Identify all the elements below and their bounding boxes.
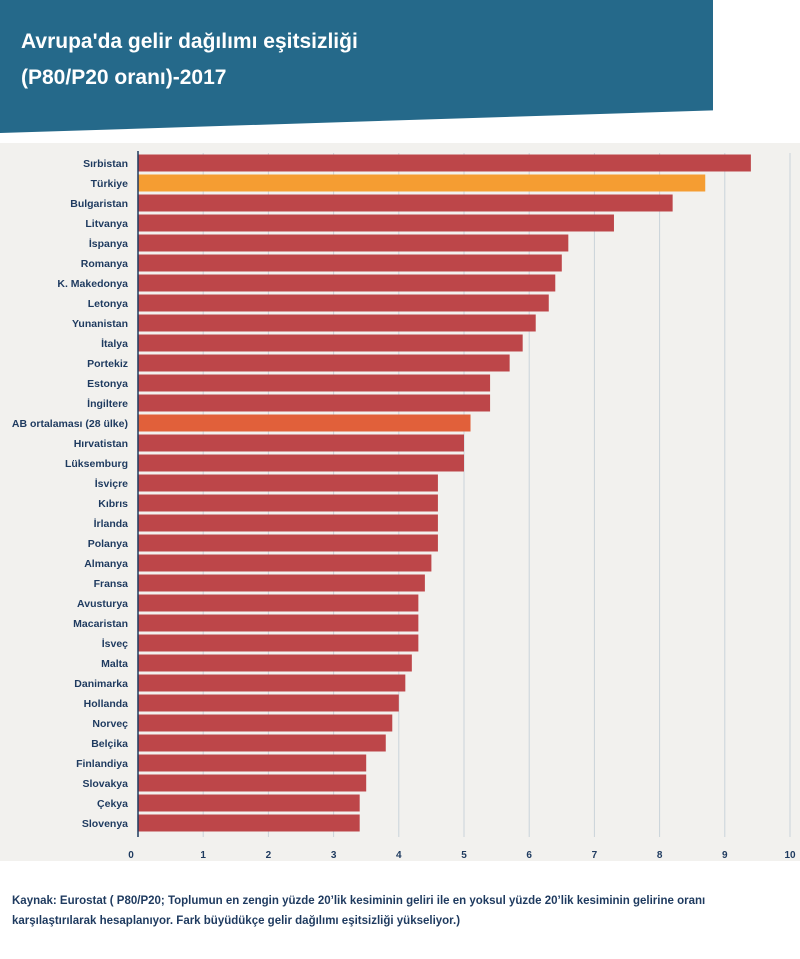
x-tick-label: 5	[461, 850, 467, 861]
bar	[138, 614, 419, 632]
chart-title: Avrupa'da gelir dağılımı eşitsizliği	[21, 30, 358, 53]
category-label: İsviçre	[95, 477, 128, 490]
category-label: AB ortalaması (28 ülke)	[12, 418, 128, 430]
bar	[138, 814, 360, 832]
category-label: Litvanya	[85, 218, 128, 230]
category-label: Kıbrıs	[98, 498, 128, 510]
chart-subtitle: (P80/P20 oranı)-2017	[21, 66, 227, 89]
x-tick-label: 3	[331, 850, 337, 861]
bar	[138, 514, 438, 532]
bar	[138, 534, 438, 552]
bar	[138, 214, 614, 232]
bar	[138, 394, 491, 412]
bar	[138, 294, 549, 312]
bar-chart: 0 1 2 3 4 5 6 7 8 9 10 Sırbistan Türkiye Bulgaristan L…	[12, 151, 796, 861]
category-label: Danimarka	[74, 678, 128, 690]
bar	[138, 374, 491, 392]
bar	[138, 494, 438, 512]
category-label: Lüksemburg	[65, 458, 128, 470]
category-label: İrlanda	[94, 517, 129, 530]
bar	[138, 774, 367, 792]
bar	[138, 754, 367, 772]
category-label: Romanya	[81, 258, 128, 270]
category-label: İtalya	[101, 337, 128, 350]
category-label: Portekiz	[87, 358, 128, 370]
bar	[138, 574, 425, 592]
x-tick-label: 7	[592, 850, 598, 861]
bar	[138, 734, 386, 752]
category-label: Hırvatistan	[74, 438, 128, 450]
bar	[138, 274, 556, 292]
bar	[138, 434, 464, 452]
bar	[138, 254, 562, 272]
title-banner	[0, 0, 713, 133]
category-label: Fransa	[94, 578, 129, 590]
bar	[138, 194, 673, 212]
bar	[138, 794, 360, 812]
category-label: Finlandiya	[76, 758, 128, 770]
bar	[138, 414, 471, 432]
category-label: Avusturya	[77, 598, 128, 610]
bar	[138, 314, 536, 332]
bar	[138, 454, 464, 472]
category-label: Almanya	[84, 558, 128, 570]
category-label: Macaristan	[73, 618, 128, 630]
bar	[138, 554, 432, 572]
x-tick-label: 8	[657, 850, 663, 861]
category-label: Norveç	[92, 718, 128, 730]
x-tick-label: 0	[128, 850, 134, 861]
bar	[138, 594, 419, 612]
category-label: İsveç	[102, 637, 128, 650]
bar	[138, 334, 523, 352]
source-note: Kaynak: Eurostat ( P80/P20; Toplumun en …	[12, 895, 706, 927]
category-label: Sırbistan	[83, 158, 128, 170]
category-label: Yunanistan	[72, 318, 128, 330]
category-label: İngiltere	[87, 397, 128, 410]
category-label: Malta	[101, 658, 128, 670]
category-label: Letonya	[88, 298, 128, 310]
category-label: Polanya	[88, 538, 128, 550]
category-label: Türkiye	[91, 178, 129, 190]
category-label: K. Makedonya	[57, 278, 128, 290]
bar	[138, 634, 419, 652]
x-tick-label: 6	[526, 850, 532, 861]
bar	[138, 474, 438, 492]
bar	[138, 154, 751, 172]
category-label: Slovenya	[82, 818, 128, 830]
bar	[138, 234, 569, 252]
category-label: İspanya	[89, 237, 128, 250]
bar	[138, 654, 412, 672]
category-label: Çekya	[97, 798, 128, 810]
x-tick-label: 10	[784, 850, 796, 861]
bar	[138, 714, 393, 732]
bar	[138, 174, 706, 192]
category-label: Slovakya	[82, 778, 128, 790]
category-label: Hollanda	[84, 698, 128, 710]
bar	[138, 354, 510, 372]
category-label: Estonya	[87, 378, 128, 390]
category-label: Belçika	[91, 738, 128, 750]
x-tick-label: 2	[266, 850, 272, 861]
x-tick-label: 9	[722, 850, 728, 861]
bar	[138, 674, 406, 692]
x-tick-label: 1	[200, 850, 206, 861]
category-label: Bulgaristan	[70, 198, 128, 210]
bar	[138, 694, 399, 712]
x-tick-label: 4	[396, 850, 402, 861]
